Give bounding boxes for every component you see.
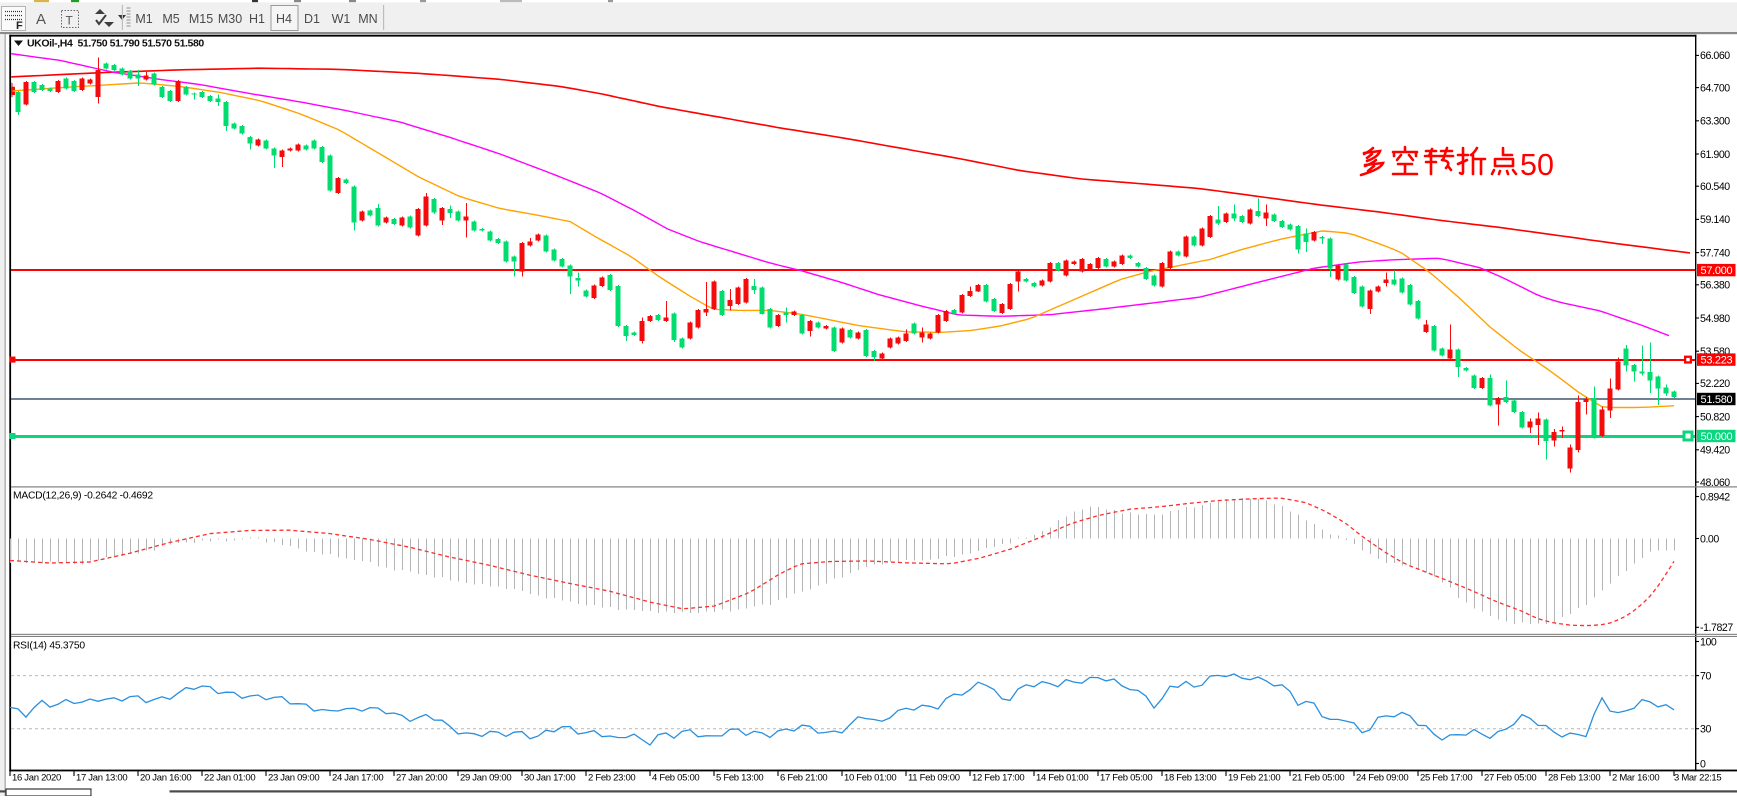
svg-text:27 Feb 05:00: 27 Feb 05:00 bbox=[1484, 773, 1536, 784]
svg-text:53.223: 53.223 bbox=[1701, 354, 1733, 366]
svg-text:0.8942: 0.8942 bbox=[1700, 491, 1730, 503]
svg-text:3 Mar 22:15: 3 Mar 22:15 bbox=[1674, 773, 1721, 784]
svg-text:56.380: 56.380 bbox=[1700, 280, 1730, 292]
svg-text:6 Feb 21:00: 6 Feb 21:00 bbox=[780, 773, 827, 784]
svg-text:M15: M15 bbox=[189, 12, 213, 26]
svg-text:D1: D1 bbox=[304, 12, 320, 26]
svg-text:RSI(14) 45.3750: RSI(14) 45.3750 bbox=[13, 641, 85, 652]
svg-text:16 Jan 2020: 16 Jan 2020 bbox=[12, 773, 61, 784]
svg-text:0.00: 0.00 bbox=[1700, 533, 1719, 545]
svg-text:70: 70 bbox=[1700, 670, 1711, 682]
svg-text:T: T bbox=[66, 14, 74, 28]
svg-text:57.740: 57.740 bbox=[1700, 247, 1730, 259]
svg-text:20 Jan 16:00: 20 Jan 16:00 bbox=[140, 773, 191, 784]
svg-text:10 Feb 01:00: 10 Feb 01:00 bbox=[844, 773, 896, 784]
svg-text:50.000: 50.000 bbox=[1701, 431, 1733, 443]
svg-text:M30: M30 bbox=[218, 12, 242, 26]
svg-text:11 Feb 09:00: 11 Feb 09:00 bbox=[908, 773, 960, 784]
svg-text:25 Feb 17:00: 25 Feb 17:00 bbox=[1420, 773, 1472, 784]
svg-text:54.980: 54.980 bbox=[1700, 313, 1730, 325]
svg-text:60.540: 60.540 bbox=[1700, 181, 1730, 193]
svg-text:M5: M5 bbox=[162, 12, 179, 26]
svg-text:A: A bbox=[36, 11, 46, 28]
svg-text:57.000: 57.000 bbox=[1701, 265, 1733, 277]
svg-text:-1.7827: -1.7827 bbox=[1700, 622, 1733, 634]
svg-text:48.060: 48.060 bbox=[1700, 477, 1730, 489]
svg-text:30: 30 bbox=[1700, 724, 1711, 736]
svg-text:29 Jan 09:00: 29 Jan 09:00 bbox=[460, 773, 511, 784]
svg-text:H1: H1 bbox=[249, 12, 265, 26]
svg-text:2 Feb 23:00: 2 Feb 23:00 bbox=[588, 773, 635, 784]
svg-text:21 Feb 05:00: 21 Feb 05:00 bbox=[1292, 773, 1344, 784]
svg-text:50: 50 bbox=[1520, 148, 1554, 182]
svg-text:H4: H4 bbox=[276, 12, 292, 26]
svg-text:59.140: 59.140 bbox=[1700, 214, 1730, 226]
svg-text:22 Jan 01:00: 22 Jan 01:00 bbox=[204, 773, 255, 784]
svg-text:MN: MN bbox=[358, 12, 377, 26]
svg-text:M1: M1 bbox=[135, 12, 152, 26]
svg-text:23 Jan 09:00: 23 Jan 09:00 bbox=[268, 773, 319, 784]
svg-text:14 Feb 01:00: 14 Feb 01:00 bbox=[1036, 773, 1088, 784]
svg-text:100: 100 bbox=[1700, 636, 1717, 648]
svg-text:49.420: 49.420 bbox=[1700, 445, 1730, 457]
svg-text:4 Feb 05:00: 4 Feb 05:00 bbox=[652, 773, 699, 784]
svg-text:W1: W1 bbox=[332, 12, 351, 26]
svg-text:UKOil-,H4 51.750 51.790 51.57: UKOil-,H4 51.750 51.790 51.570 51.580 bbox=[27, 38, 204, 50]
svg-text:0: 0 bbox=[1700, 758, 1706, 770]
svg-text:66.060: 66.060 bbox=[1700, 50, 1730, 62]
svg-text:17 Feb 05:00: 17 Feb 05:00 bbox=[1100, 773, 1152, 784]
svg-text:17 Jan 13:00: 17 Jan 13:00 bbox=[76, 773, 127, 784]
svg-text:12 Feb 17:00: 12 Feb 17:00 bbox=[972, 773, 1024, 784]
svg-text:30 Jan 17:00: 30 Jan 17:00 bbox=[524, 773, 575, 784]
svg-text:63.300: 63.300 bbox=[1700, 116, 1730, 128]
svg-text:18 Feb 13:00: 18 Feb 13:00 bbox=[1164, 773, 1216, 784]
svg-text:52.220: 52.220 bbox=[1700, 378, 1730, 390]
svg-text:27 Jan 20:00: 27 Jan 20:00 bbox=[396, 773, 447, 784]
svg-text:F: F bbox=[16, 20, 23, 32]
svg-text:61.900: 61.900 bbox=[1700, 149, 1730, 161]
svg-text:50.820: 50.820 bbox=[1700, 411, 1730, 423]
svg-text:5 Feb 13:00: 5 Feb 13:00 bbox=[716, 773, 763, 784]
svg-text:2 Mar 16:00: 2 Mar 16:00 bbox=[1612, 773, 1659, 784]
svg-text:64.700: 64.700 bbox=[1700, 82, 1730, 94]
svg-text:MACD(12,26,9) -0.2642 -0.4692: MACD(12,26,9) -0.2642 -0.4692 bbox=[13, 491, 153, 502]
svg-text:19 Feb 21:00: 19 Feb 21:00 bbox=[1228, 773, 1280, 784]
svg-text:51.580: 51.580 bbox=[1701, 394, 1733, 406]
svg-text:24 Jan 17:00: 24 Jan 17:00 bbox=[332, 773, 383, 784]
svg-text:24 Feb 09:00: 24 Feb 09:00 bbox=[1356, 773, 1408, 784]
svg-text:28 Feb 13:00: 28 Feb 13:00 bbox=[1548, 773, 1600, 784]
